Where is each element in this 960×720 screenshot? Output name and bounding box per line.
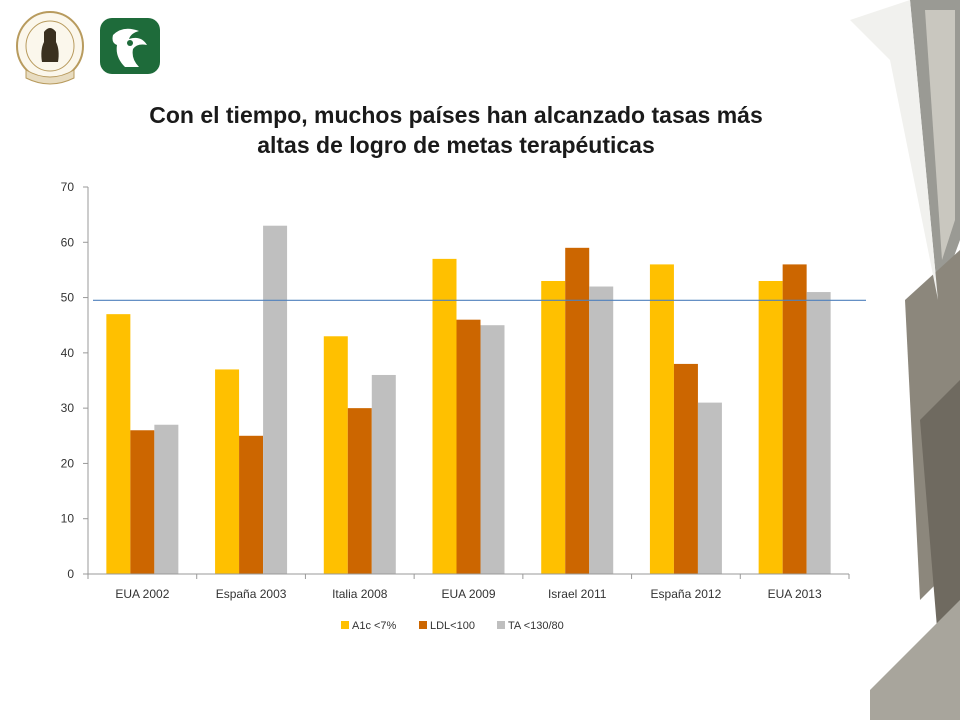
bar-a1c-6 [649,264,674,574]
legend-swatch-2 [419,621,427,629]
seal-figure [41,28,59,62]
y-tick-label: 40 [61,346,75,360]
bar-a1c-2 [215,369,240,574]
bars-group [106,225,831,575]
legend: A1c <7% LDL<100 TA <130/80 [341,620,564,632]
imss-eagle-icon [112,28,147,67]
legend-label-1: A1c <7% [352,620,397,632]
seal-inner-ring [25,20,75,72]
bar-ta-5 [589,286,614,574]
x-tick-label: EUA 2009 [441,587,495,601]
bar-ta-7 [806,292,831,574]
bar-ldl-2 [239,435,264,574]
seal-banner [25,69,75,85]
legend-label-3: TA <130/80 [508,620,564,632]
legend-swatch-3 [497,621,505,629]
slide-title: Con el tiempo, muchos países han alcanza… [60,100,852,160]
y-tick-label: 60 [61,235,75,249]
bar-a1c-3 [323,336,348,574]
y-tick-label: 50 [61,291,75,305]
x-tick-label: España 2003 [216,587,287,601]
legend-swatch-1 [341,621,349,629]
x-tick-label: España 2012 [651,587,722,601]
slide-title-line-2: altas de logro de metas terapéuticas [257,132,655,158]
bar-ta-3 [371,374,396,574]
deco-sculpture-panel [920,380,960,640]
decorative-photo-strip [850,0,960,720]
bar-ldl-3 [347,408,372,574]
x-tick-label: Italia 2008 [332,587,388,601]
bar-a1c-7 [758,280,783,574]
bar-ta-6 [697,402,722,574]
deco-light-wedge [850,0,938,300]
axes-group: 0 10 20 30 40 50 60 70 EUA 2002 España 2003 Italia… [61,180,850,601]
bar-ldl-4 [456,319,481,574]
x-tick-label: Israel 2011 [548,587,607,601]
legend-label-2: LDL<100 [430,620,475,632]
bar-ldl-6 [673,363,698,574]
y-tick-label: 20 [61,456,75,470]
imss-emblem-logo [100,18,160,74]
bar-a1c-1 [106,314,131,574]
deco-window-grid [925,10,955,260]
y-tick-label: 30 [61,401,75,415]
imss-eagle-eye-icon [127,40,133,46]
bar-ldl-5 [565,247,590,575]
y-tick-label: 70 [61,180,75,194]
bar-ta-2 [263,225,288,574]
bar-a1c-5 [541,280,566,574]
bar-ldl-7 [782,264,807,574]
x-tick-label: EUA 2013 [768,587,822,601]
slide-title-line-1: Con el tiempo, muchos países han alcanza… [149,102,763,128]
bar-ldl-1 [130,430,155,574]
y-tick-label: 0 [67,567,74,581]
deco-plaza [870,600,960,720]
bar-ta-1 [154,424,179,574]
academy-seal-logo [16,11,84,85]
x-tick-label: EUA 2002 [115,587,169,601]
y-tick-label: 10 [61,512,75,526]
bar-ta-4 [480,325,505,574]
bar-a1c-4 [432,258,457,574]
